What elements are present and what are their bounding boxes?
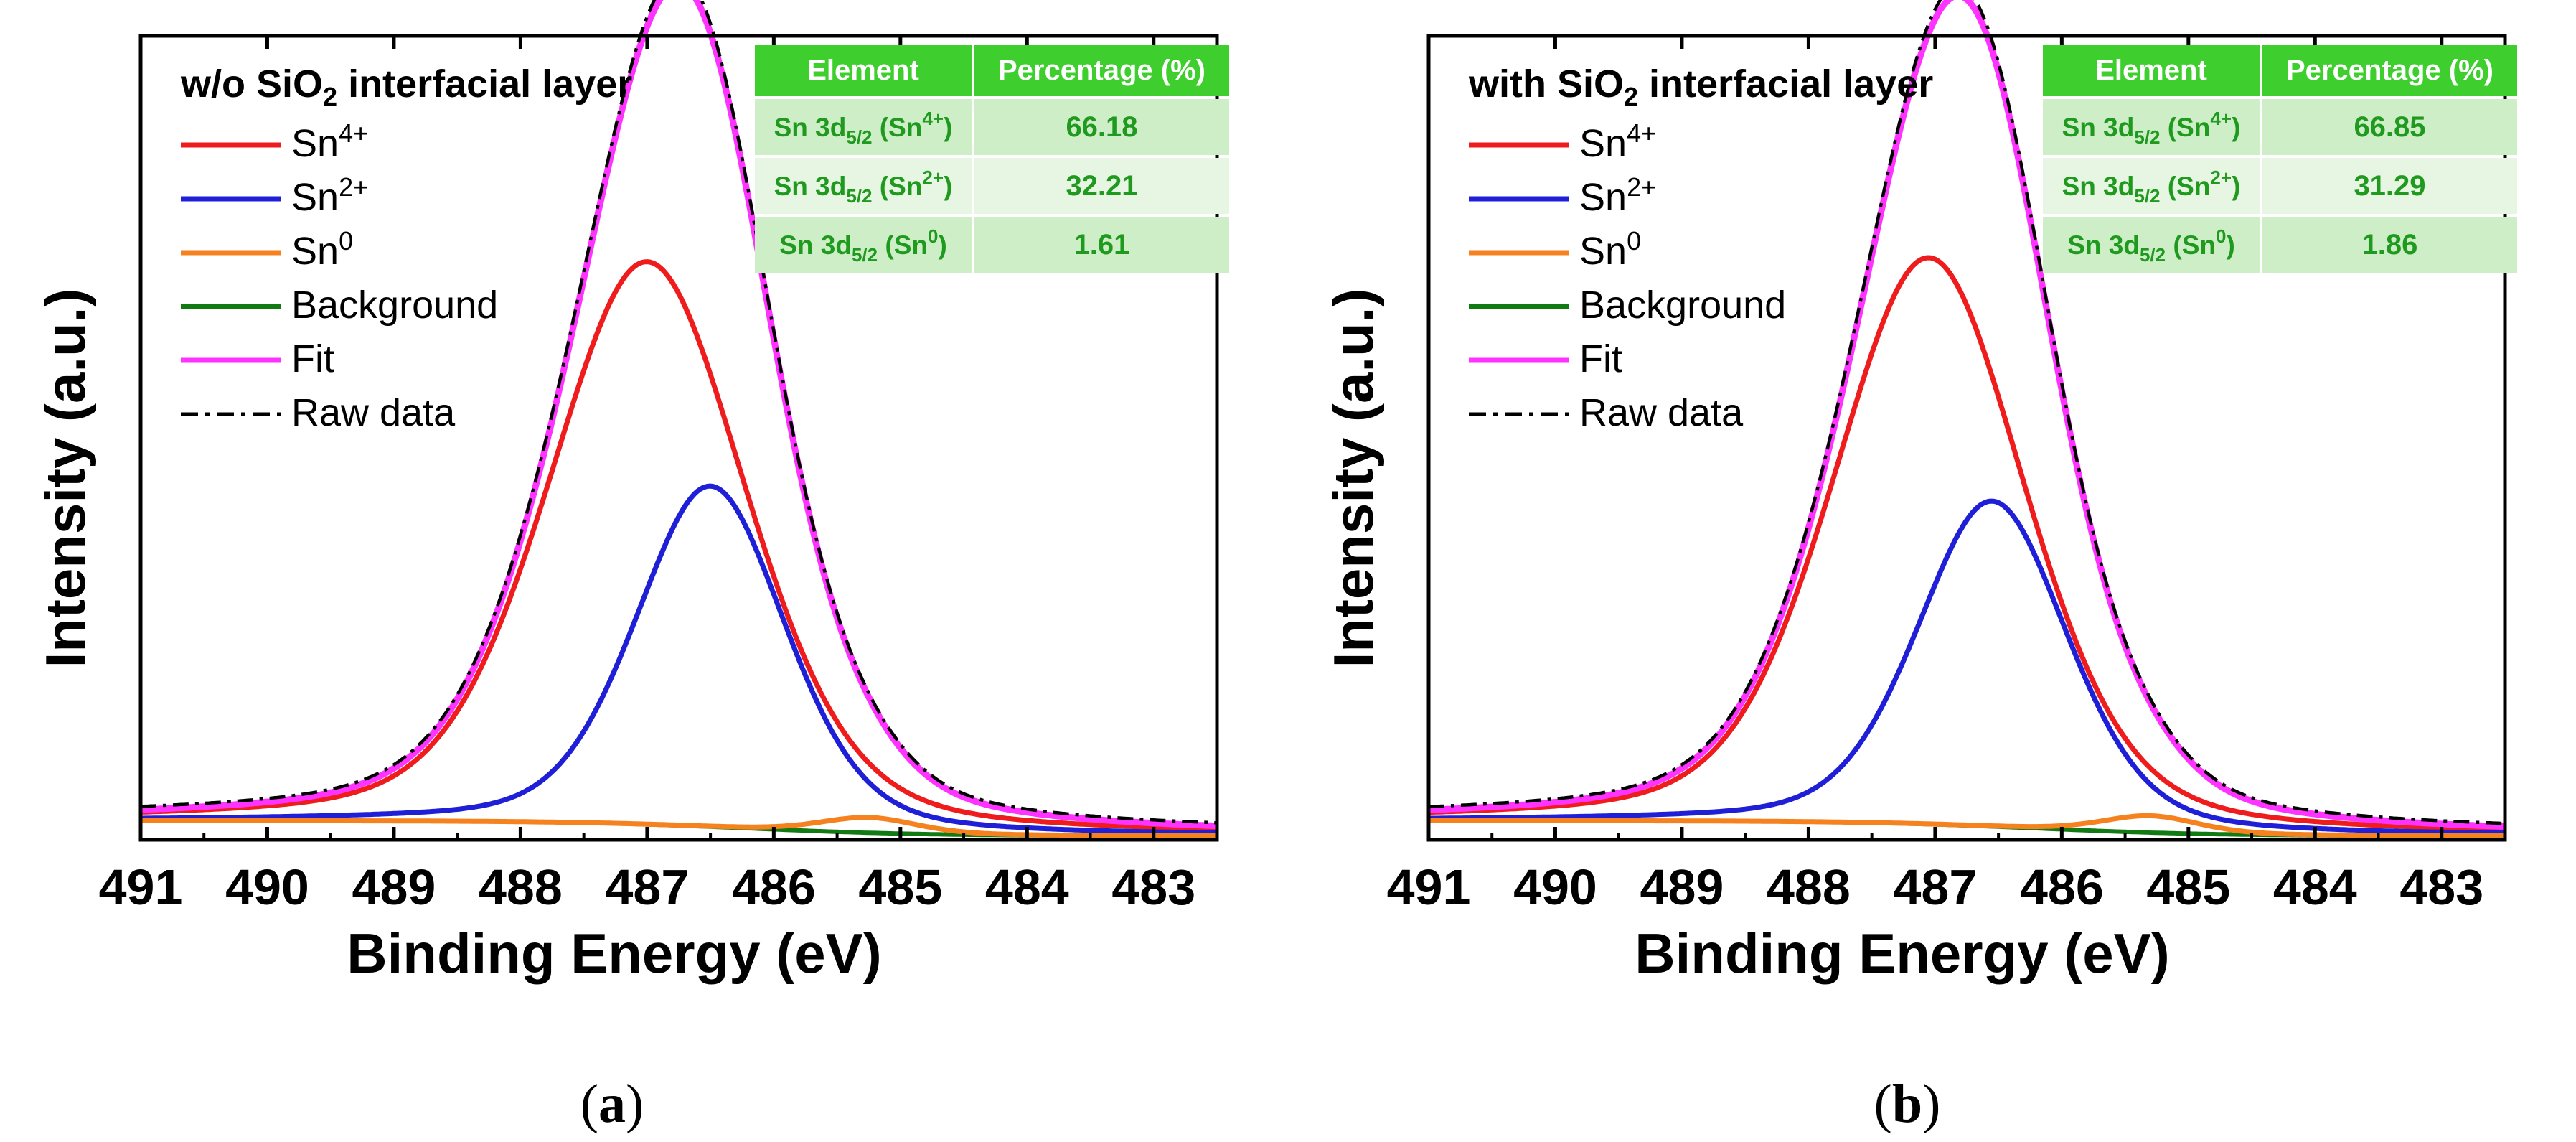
series-fit	[1428, 0, 2506, 830]
table-header-cell	[755, 45, 972, 96]
legend-label-sn4: Sn4+	[291, 118, 368, 165]
legend: Sn4+ Sn2+ Sn0 Background Fit Raw data	[181, 118, 498, 434]
x-axis: 491 490 489 488 487 486 485 484 483	[99, 36, 1195, 915]
x-tick-label: 489	[352, 859, 436, 915]
series-sn4	[140, 259, 1218, 832]
table-row-value: 1.61	[1074, 229, 1130, 261]
table-header-percentage: Percentage (%)	[998, 55, 1205, 86]
series-sn0	[1429, 813, 2505, 838]
table-row-value: 32.21	[1066, 170, 1137, 202]
x-tick-label: 484	[2273, 859, 2357, 915]
x-tick-label: 484	[985, 859, 1069, 915]
plot-frame	[1426, 34, 2507, 842]
table-cell	[2043, 99, 2260, 155]
table-row-value: 66.85	[2354, 111, 2425, 143]
curves	[1428, 0, 2506, 838]
table-cell	[755, 217, 972, 273]
legend-label-raw: Raw data	[1579, 391, 1744, 434]
table-row-element: Sn 3d5/2 (Sn2+)	[774, 167, 953, 207]
chart-b: 491 490 489 488 487 486 485 484 483 Binding Energ…	[1322, 0, 2517, 985]
legend-label-bg: Background	[1579, 284, 1786, 327]
legend-label-bg: Background	[291, 284, 498, 327]
x-tick-label: 491	[1387, 859, 1471, 915]
table-row-value: 31.29	[2354, 170, 2425, 202]
legend-label-fit: Fit	[1579, 337, 1622, 380]
y-axis-label: Intensity (a.u.)	[1322, 289, 1385, 668]
percentage-table: Element Percentage (%) Sn 3d5/2 (Sn4+) 66.1…	[755, 45, 1229, 273]
legend-label-sn4: Sn4+	[1579, 118, 1656, 165]
table-row-element: Sn 3d5/2 (Sn0)	[2067, 225, 2235, 266]
x-tick-label: 490	[225, 859, 309, 915]
table-row-element: Sn 3d5/2 (Sn4+)	[774, 108, 953, 148]
legend-label-raw: Raw data	[291, 391, 456, 434]
table-header-element: Element	[2095, 55, 2207, 86]
legend: Sn4+ Sn2+ Sn0 Background Fit Raw data	[1469, 118, 1786, 434]
series-sn2	[141, 483, 1217, 836]
chart-a: 491 490 489 488 487 486 485 484 483 Binding Energ…	[34, 0, 1229, 985]
y-axis-label: Intensity (a.u.)	[34, 289, 97, 668]
table-row-element: Sn 3d5/2 (Sn2+)	[2062, 167, 2241, 207]
table-row-element: Sn 3d5/2 (Sn0)	[779, 225, 947, 266]
plot-title: with SiO2 interfacial layer	[1468, 62, 1933, 111]
panel-a: 491 490 489 488 487 486 485 484 483 Binding Energ…	[34, 0, 1229, 1134]
x-tick-label: 486	[2020, 859, 2104, 915]
table-cell	[974, 158, 1229, 214]
table-cell	[974, 99, 1229, 155]
table-header-cell	[974, 45, 1229, 96]
legend-label-sn0: Sn0	[291, 226, 353, 273]
series-sn0	[141, 815, 1217, 838]
legend-label-sn2: Sn2+	[1579, 172, 1656, 219]
x-tick-label: 489	[1640, 859, 1724, 915]
table-cell	[2043, 158, 2260, 214]
plot-frame	[138, 34, 1219, 842]
x-tick-label: 486	[732, 859, 816, 915]
x-tick-label: 487	[1893, 859, 1977, 915]
x-tick-label: 483	[2399, 859, 2483, 915]
table-cell	[2043, 217, 2260, 273]
x-axis: 491 490 489 488 487 486 485 484 483	[1387, 36, 2483, 915]
caption-a: (a)	[580, 1074, 644, 1134]
table-header-cell	[2262, 45, 2517, 96]
table-cell	[974, 217, 1229, 273]
legend-label-sn2: Sn2+	[291, 172, 368, 219]
table-cell	[2262, 217, 2517, 273]
legend-label-sn0: Sn0	[1579, 226, 1641, 273]
series-raw	[1428, 0, 2506, 825]
table-cell	[2262, 99, 2517, 155]
x-tick-label: 483	[1111, 859, 1195, 915]
series-sn4	[1428, 255, 2505, 833]
table-row-element: Sn 3d5/2 (Sn4+)	[2062, 108, 2241, 148]
table-cell	[2262, 158, 2517, 214]
x-axis-label: Binding Energy (eV)	[1635, 922, 2169, 985]
x-tick-label: 488	[1767, 859, 1851, 915]
table-cell	[755, 158, 972, 214]
x-tick-label: 488	[479, 859, 563, 915]
table-header-element: Element	[807, 55, 919, 86]
x-axis-label: Binding Energy (eV)	[347, 922, 881, 985]
table-header-cell	[2043, 45, 2260, 96]
panel-b: 491 490 489 488 487 486 485 484 483 Binding Energ…	[1288, 0, 2576, 1142]
table-row-value: 66.18	[1066, 111, 1137, 143]
table-row-value: 1.86	[2362, 229, 2418, 261]
x-tick-label: 491	[99, 859, 183, 915]
series-fit	[140, 0, 1218, 830]
legend-label-fit: Fit	[291, 337, 334, 380]
table-cell	[755, 99, 972, 155]
plot-title: w/o SiO2 interfacial layer	[180, 62, 632, 111]
table-header-percentage: Percentage (%)	[2286, 55, 2493, 86]
x-tick-label: 487	[605, 859, 689, 915]
x-tick-label: 485	[2146, 859, 2230, 915]
series-sn2	[1428, 498, 2505, 836]
caption-b: (b)	[1874, 1074, 1941, 1134]
x-tick-label: 490	[1513, 859, 1597, 915]
x-tick-label: 485	[858, 859, 942, 915]
percentage-table: Element Percentage (%) Sn 3d5/2 (Sn4+) 66.8…	[2043, 45, 2517, 273]
curves	[140, 0, 1218, 838]
